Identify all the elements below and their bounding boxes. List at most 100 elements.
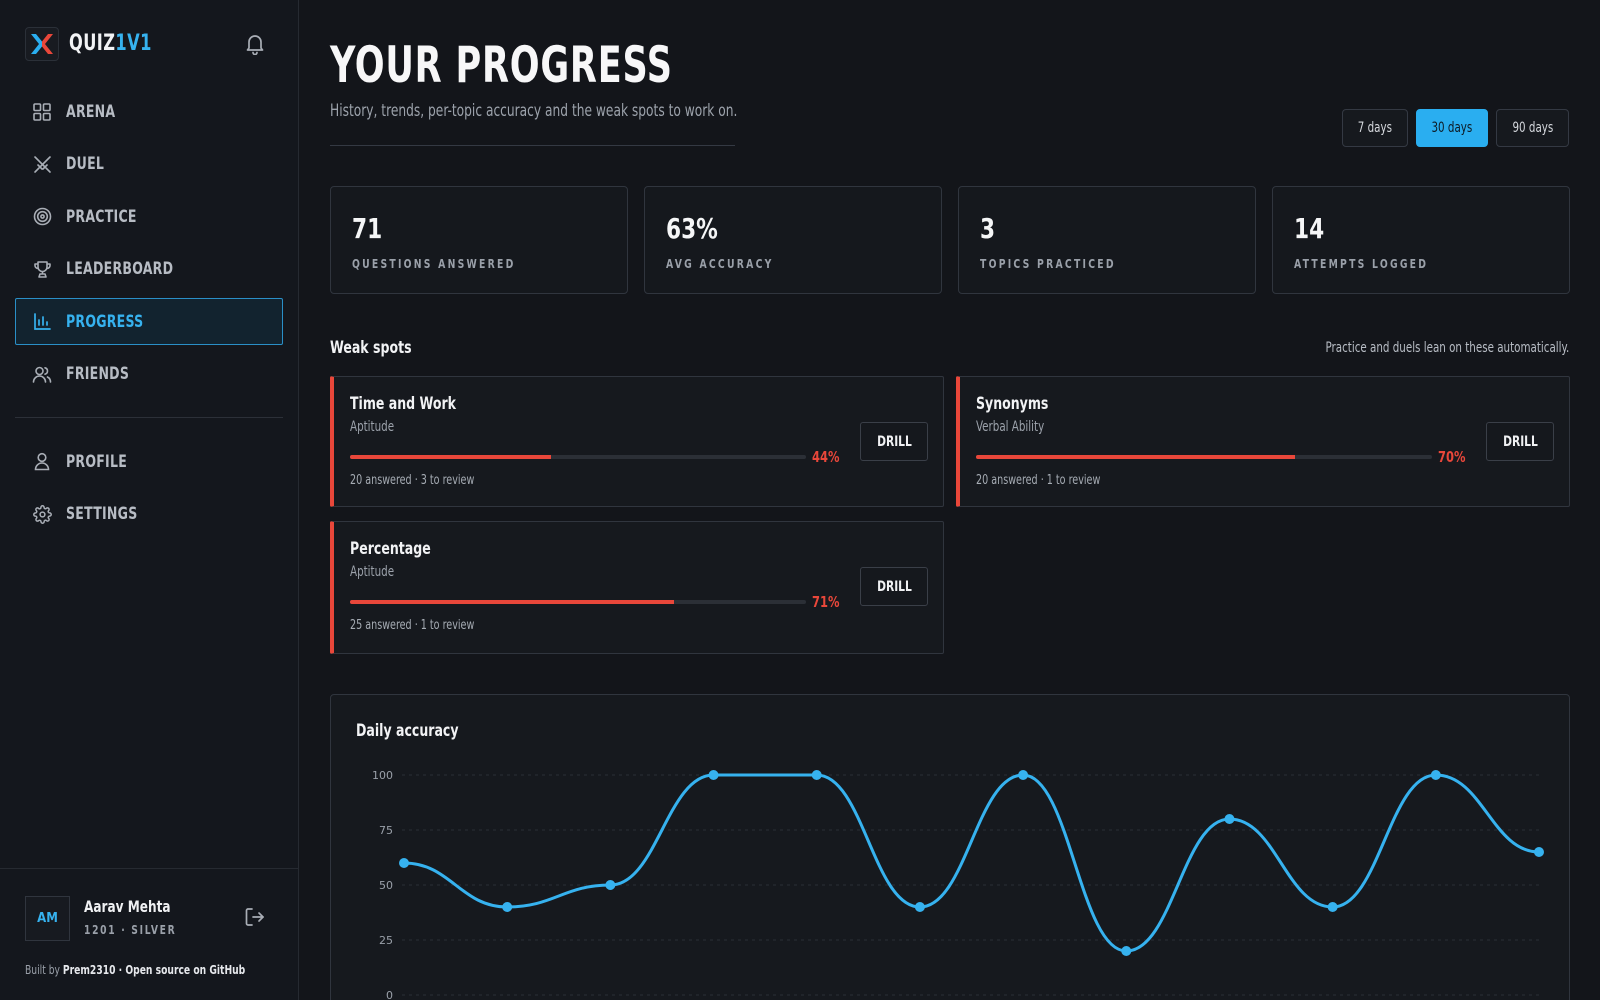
weak-spot-accuracy: 70% — [1438, 448, 1466, 466]
stats-row: 71 QUESTIONS ANSWERED 63% AVG ACCURACY 3… — [330, 186, 1570, 294]
drill-button[interactable]: DRILL — [860, 422, 928, 461]
weak-spot-topic: Percentage — [350, 539, 431, 559]
accuracy-bar-fill — [350, 600, 674, 604]
range-30-days-button[interactable]: 30 days — [1416, 109, 1488, 147]
chart-canvas: 0 25 50 75 100 — [372, 769, 1544, 1000]
stat-value: 14 — [1294, 212, 1325, 245]
brand-name: QUIZ1V1 — [69, 31, 152, 56]
footer-note: Built by Prem2310 · Open source on GitHu… — [25, 963, 246, 977]
data-point[interactable] — [605, 880, 616, 890]
weak-spot-accuracy: 44% — [812, 448, 840, 466]
y-tick-label: 25 — [379, 934, 393, 947]
logout-icon[interactable] — [244, 906, 268, 930]
grid-icon — [32, 102, 52, 122]
weak-spot-card: Time and Work Aptitude 44% 20 answered ·… — [330, 376, 944, 507]
weak-spots-hint: Practice and duels lean on these automat… — [1325, 340, 1569, 356]
data-point[interactable] — [914, 902, 925, 912]
brand[interactable]: QUIZ1V1 — [25, 26, 170, 61]
nav-item-progress[interactable]: PROGRESS — [15, 298, 283, 345]
drill-button[interactable]: DRILL — [860, 567, 928, 606]
range-7-days-button[interactable]: 7 days — [1342, 109, 1408, 147]
bar-chart-icon — [32, 312, 52, 332]
avatar[interactable]: AM — [25, 896, 70, 941]
user-name: Aarav Mehta — [84, 897, 171, 916]
nav-item-practice[interactable]: PRACTICE — [15, 193, 283, 240]
user-rating: 1201 · SILVER — [84, 923, 177, 937]
y-tick-label: 75 — [379, 824, 393, 837]
nav-label: SETTINGS — [66, 504, 138, 524]
data-point[interactable] — [502, 902, 513, 912]
stat-value: 63% — [666, 212, 718, 245]
bell-icon[interactable] — [242, 31, 268, 57]
nav-item-profile[interactable]: PROFILE — [15, 438, 283, 485]
user-icon — [32, 452, 52, 472]
weak-spot-card: Synonyms Verbal Ability 70% 20 answered … — [956, 376, 1570, 507]
stat-label: TOPICS PRACTICED — [980, 257, 1116, 271]
range-selector: 7 days 30 days 90 days — [1342, 109, 1569, 147]
accuracy-bar — [350, 600, 806, 604]
weak-spot-topic: Synonyms — [976, 394, 1049, 414]
accuracy-bar — [976, 455, 1432, 459]
weak-spot-card: Percentage Aptitude 71% 25 answered · 1 … — [330, 521, 944, 654]
data-point[interactable] — [811, 770, 822, 780]
user-section: AM Aarav Mehta 1201 · SILVER Built by Pr… — [0, 868, 299, 1000]
page-title: YOUR PROGRESS — [330, 36, 673, 94]
nav-label: LEADERBOARD — [66, 259, 174, 279]
data-point[interactable] — [399, 858, 409, 868]
weak-spot-meta: 25 answered · 1 to review — [350, 618, 475, 633]
main-nav: ARENA DUEL PRACTICE LEADERBOARD PROGRESS — [15, 88, 283, 403]
data-point[interactable] — [1018, 770, 1029, 780]
nav-item-leaderboard[interactable]: LEADERBOARD — [15, 246, 283, 293]
nav-item-arena[interactable]: ARENA — [15, 88, 283, 135]
page-subtitle: History, trends, per-topic accuracy and … — [330, 101, 738, 121]
data-point[interactable] — [1327, 902, 1338, 912]
weak-spot-topic: Time and Work — [350, 394, 457, 414]
stat-card-attempts: 14 ATTEMPTS LOGGED — [1272, 186, 1570, 294]
title-divider — [330, 145, 735, 146]
weak-spot-meta: 20 answered · 3 to review — [350, 473, 475, 488]
data-point[interactable] — [708, 770, 719, 780]
target-icon — [32, 207, 52, 227]
nav-label: ARENA — [66, 101, 116, 122]
stat-card-accuracy: 63% AVG ACCURACY — [644, 186, 942, 294]
stat-card-topics: 3 TOPICS PRACTICED — [958, 186, 1256, 294]
nav-label: DUEL — [66, 154, 105, 174]
drill-button[interactable]: DRILL — [1486, 422, 1554, 461]
weak-spot-category: Verbal Ability — [976, 419, 1045, 435]
weak-spot-accuracy: 71% — [812, 593, 840, 611]
y-tick-label: 100 — [372, 769, 393, 782]
github-link[interactable]: · Open source on GitHub — [115, 963, 246, 977]
crossed-swords-icon — [32, 154, 52, 174]
nav-label: PRACTICE — [66, 206, 137, 227]
stat-value: 3 — [980, 212, 996, 245]
trophy-icon — [32, 259, 52, 279]
author-link[interactable]: Prem2310 — [62, 963, 116, 977]
weak-spot-category: Aptitude — [350, 564, 395, 580]
accuracy-bar-fill — [976, 455, 1296, 459]
nav-item-friends[interactable]: FRIENDS — [15, 351, 283, 398]
logo-icon — [25, 26, 59, 61]
data-point[interactable] — [1224, 814, 1235, 824]
stat-label: ATTEMPTS LOGGED — [1294, 257, 1429, 271]
weak-spot-category: Aptitude — [350, 419, 395, 435]
stat-card-questions: 71 QUESTIONS ANSWERED — [330, 186, 628, 294]
stat-label: QUESTIONS ANSWERED — [352, 257, 516, 271]
y-tick-label: 0 — [386, 989, 393, 1000]
stat-value: 71 — [352, 212, 383, 245]
nav-item-settings[interactable]: SETTINGS — [15, 491, 283, 538]
series-line — [403, 773, 1540, 953]
weak-spot-meta: 20 answered · 1 to review — [976, 473, 1101, 488]
nav-label: FRIENDS — [66, 364, 130, 384]
data-point[interactable] — [1121, 946, 1132, 956]
accuracy-bar — [350, 455, 806, 459]
data-point[interactable] — [1430, 770, 1441, 780]
data-point[interactable] — [1534, 847, 1544, 857]
nav-divider — [15, 417, 283, 418]
nav-item-duel[interactable]: DUEL — [15, 141, 283, 188]
chart-title: Daily accuracy — [356, 721, 459, 741]
nav-label: PROGRESS — [66, 311, 144, 332]
weak-spots-title: Weak spots — [330, 338, 412, 358]
gear-icon — [32, 504, 52, 524]
range-90-days-button[interactable]: 90 days — [1496, 109, 1569, 147]
y-tick-label: 50 — [379, 879, 393, 892]
